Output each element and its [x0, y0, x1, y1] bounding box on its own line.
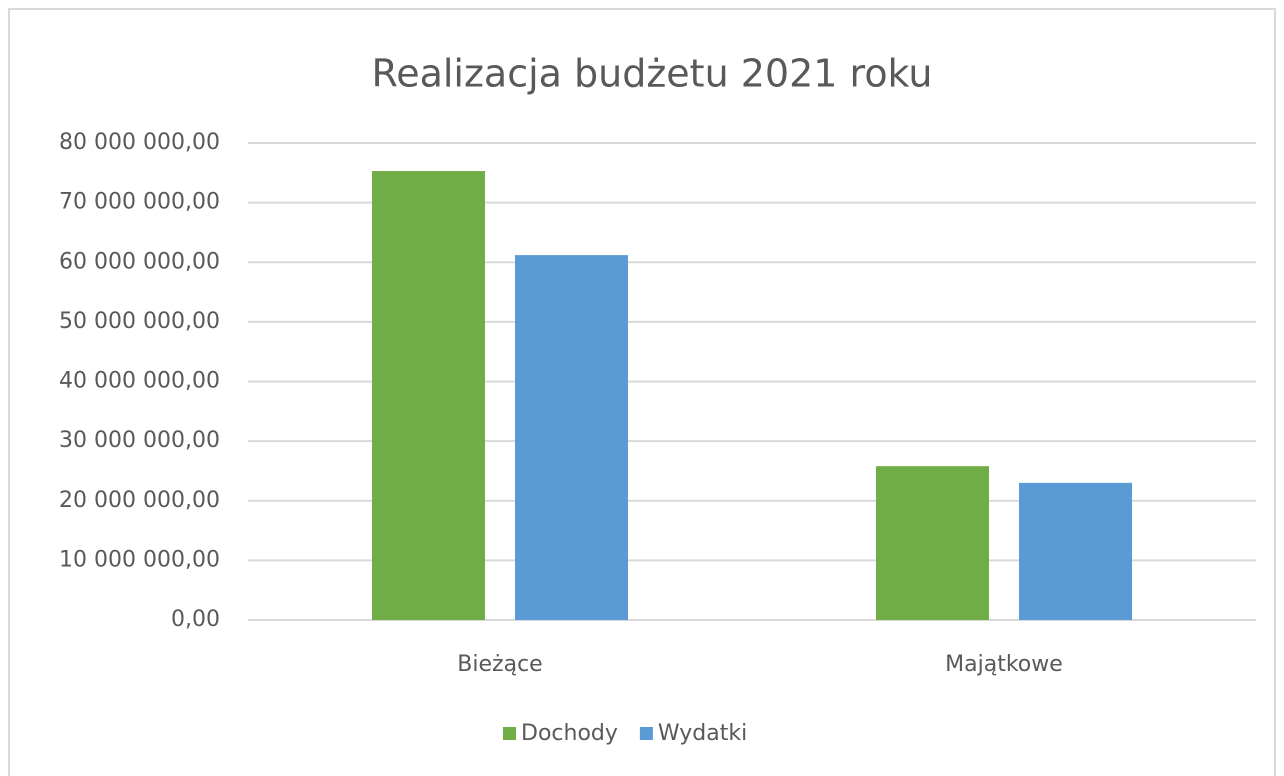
y-tick-label: 0,00 — [171, 607, 220, 632]
bar — [515, 255, 628, 620]
x-tick-label: Majątkowe — [945, 652, 1063, 677]
legend-swatch — [503, 727, 516, 740]
legend-label: Dochody — [521, 721, 618, 746]
y-tick-label: 50 000 000,00 — [59, 309, 220, 334]
bar — [372, 171, 485, 620]
chart-title: Realizacja budżetu 2021 roku — [372, 52, 933, 96]
y-tick-label: 80 000 000,00 — [59, 130, 220, 155]
y-tick-label: 60 000 000,00 — [59, 249, 220, 274]
x-tick-label: Bieżące — [457, 652, 542, 677]
bar — [876, 466, 989, 620]
legend-label: Wydatki — [658, 721, 747, 746]
y-tick-label: 20 000 000,00 — [59, 488, 220, 513]
y-tick-label: 10 000 000,00 — [59, 547, 220, 572]
legend-swatch — [639, 727, 653, 740]
y-tick-label: 40 000 000,00 — [59, 369, 220, 394]
bar — [1019, 482, 1132, 620]
y-tick-label: 30 000 000,00 — [59, 428, 220, 453]
chart-frame — [8, 8, 1276, 776]
y-tick-label: 70 000 000,00 — [59, 190, 220, 215]
